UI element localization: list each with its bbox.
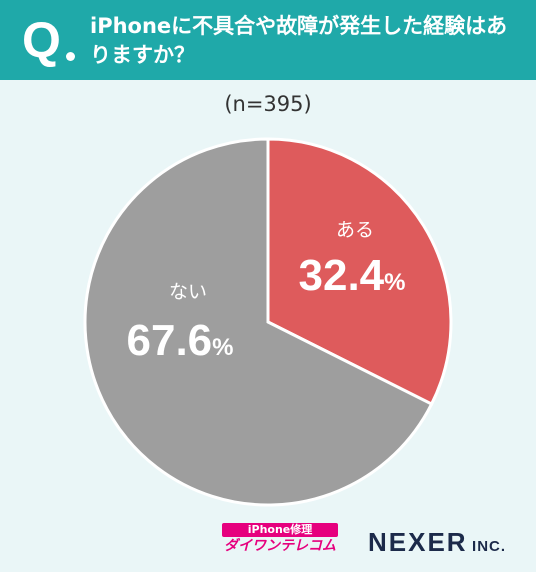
pie-slice-yes [266,137,453,407]
nexer-logo-suffix: INC. [472,538,507,555]
question-text: iPhoneに不具合や故障が発生した経験はありますか？ [90,14,508,67]
nexer-logo-main: NEXER [368,527,468,557]
logo-left-bottom: ダイワンテレコム [224,538,336,554]
daiwan-telecom-logo: iPhone修理 ダイワンテレコム [222,523,338,557]
sample-size: (n=395) [224,92,312,116]
slice-value-yes: 32.4% [299,251,406,300]
question-header: Q iPhoneに不具合や故障が発生した経験はありますか？ [0,0,536,80]
slice-label-yes: ある [336,219,374,241]
pie-slice-no [83,137,434,507]
q-mark: Q [22,12,61,68]
nexer-logo: NEXER INC. [368,527,506,558]
q-dot-decoration [66,52,75,61]
slice-label-no: ない [169,281,207,303]
logo-left-top: iPhone修理 [222,523,338,537]
slice-value-no: 67.6% [127,316,234,365]
